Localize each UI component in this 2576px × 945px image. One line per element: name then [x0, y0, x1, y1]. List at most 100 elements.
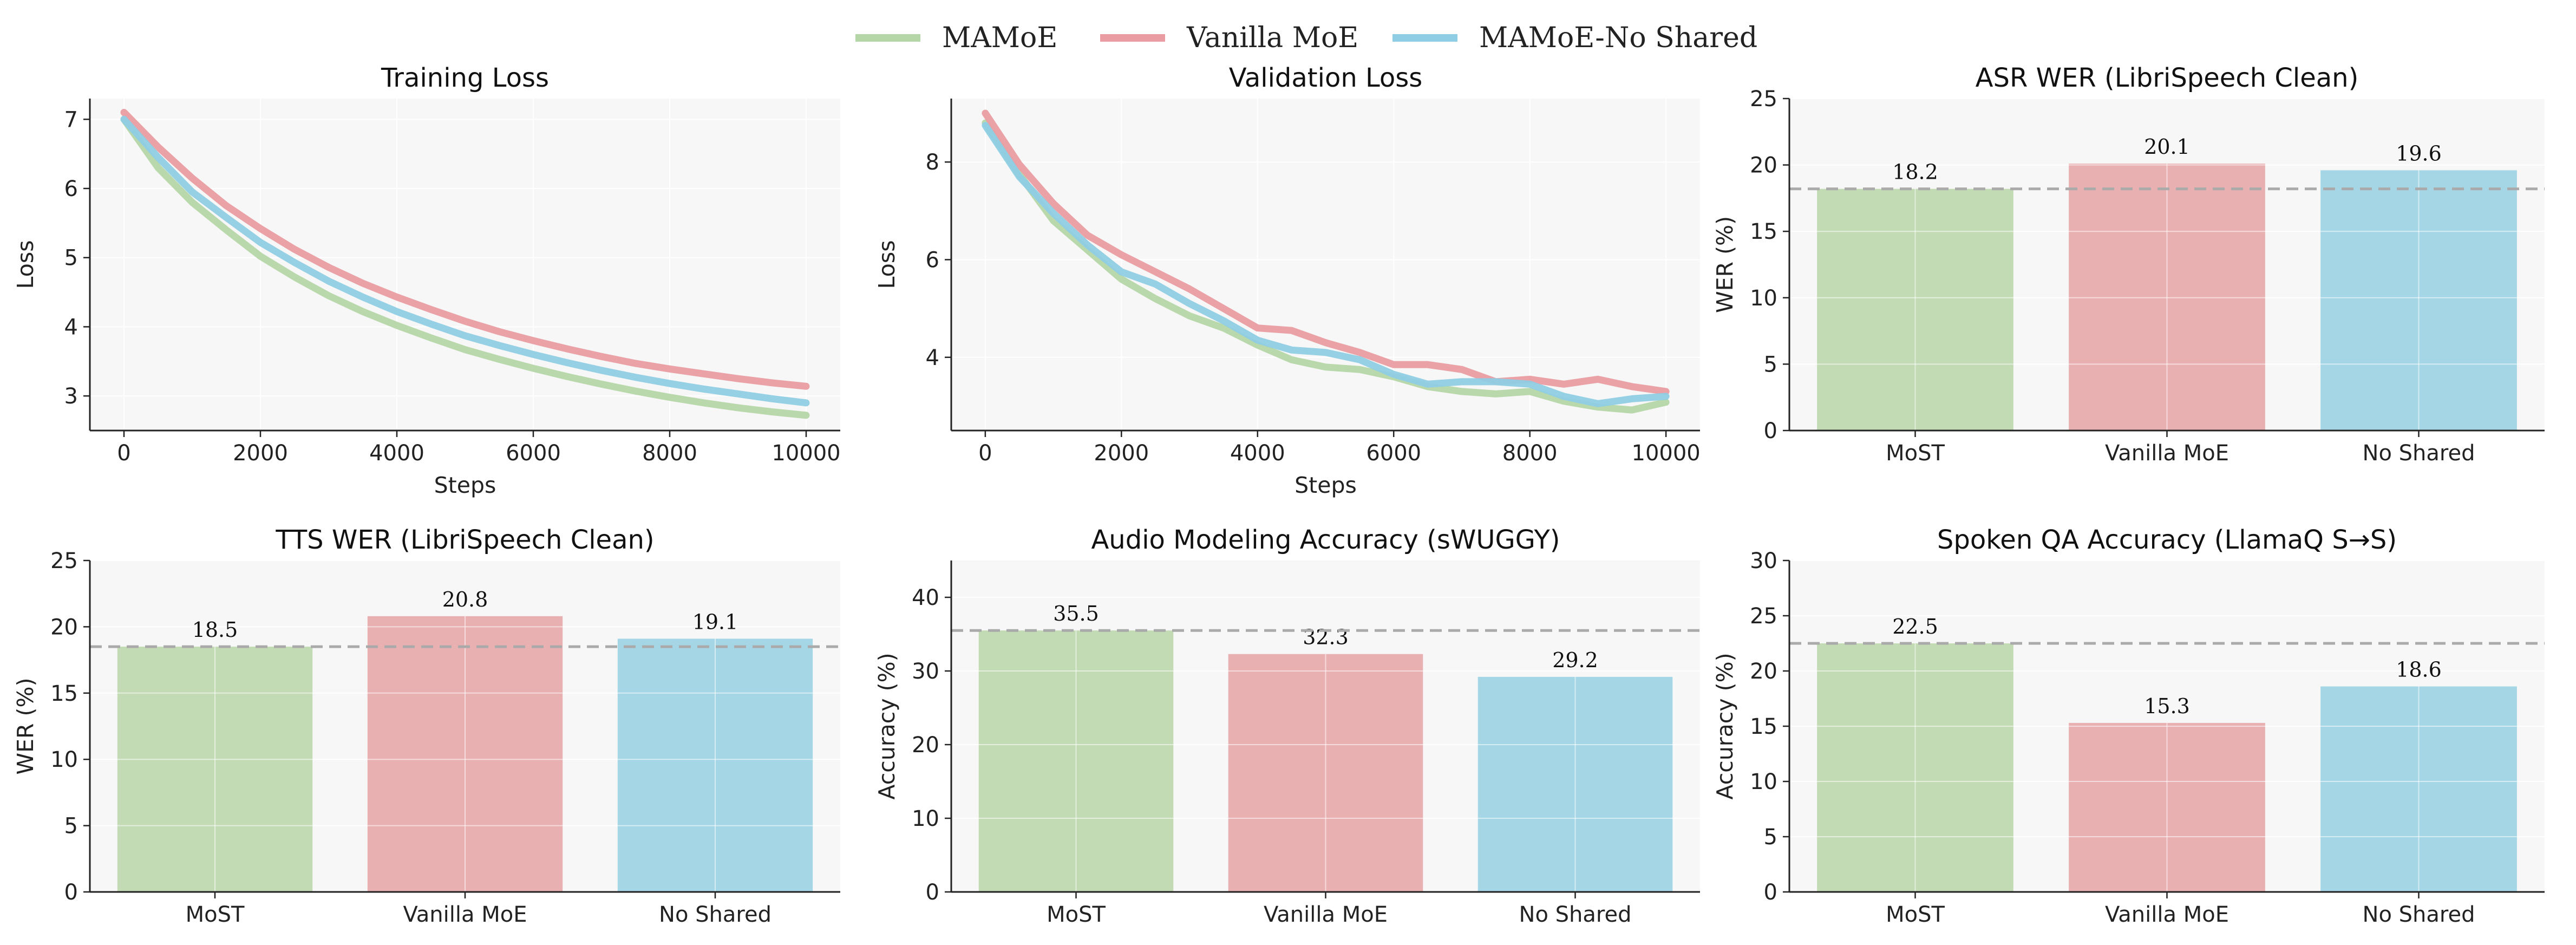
y-tick-label: 8	[926, 150, 939, 175]
y-tick-label: 4	[926, 346, 939, 370]
x-tick-label: No Shared	[1519, 902, 1632, 927]
x-axis-label: Steps	[1294, 472, 1357, 498]
series-line-mamoe	[982, 119, 1670, 414]
x-tick-label: 8000	[642, 441, 697, 466]
y-tick-label: 6	[64, 177, 78, 201]
bar-value-label: 32.3	[1303, 625, 1349, 649]
y-axis-label: Accuracy (%)	[1712, 653, 1738, 799]
bar-value-label: 19.1	[692, 610, 738, 634]
y-tick-label: 15	[1750, 219, 1777, 244]
panel-title: Audio Modeling Accuracy (sWUGGY)	[1091, 525, 1560, 555]
panel-validation-loss: Validation Loss Loss 0 2000 4000 6000 8000 1000…	[874, 63, 1701, 498]
y-tick-label: 0	[1764, 419, 1777, 444]
x-tick-label: MoST	[1886, 902, 1945, 927]
x-tick-label: No Shared	[2363, 902, 2475, 927]
y-tick-label: 4	[64, 315, 78, 340]
bar-value-label: 20.8	[442, 588, 488, 611]
x-tick-label: 2000	[233, 441, 288, 466]
panel-asr-wer: ASR WER (LibriSpeech Clean) WER (%) 18.2 Mo…	[1712, 63, 2545, 466]
legend-label-0: MAMoE	[942, 22, 1057, 54]
panel-audio-accuracy: Audio Modeling Accuracy (sWUGGY) Accuracy…	[874, 525, 1700, 927]
x-tick-label: 8000	[1502, 441, 1558, 466]
y-tick-label: 15	[1750, 714, 1777, 739]
y-axis-label: Accuracy (%)	[874, 653, 900, 799]
panel-spoken-qa: Spoken QA Accuracy (LlamaQ S→S) Accuracy …	[1712, 525, 2545, 927]
bar-value-label: 22.5	[1892, 615, 1938, 638]
y-tick-label: 30	[912, 659, 939, 684]
bar-value-label: 20.1	[2144, 135, 2190, 159]
y-tick-label: 0	[1764, 880, 1777, 905]
y-tick-label: 7	[64, 107, 78, 132]
x-axis-label: Steps	[434, 472, 496, 498]
y-tick-label: 3	[64, 384, 78, 409]
panel-title: Training Loss	[381, 63, 549, 93]
y-tick-label: 25	[1750, 87, 1777, 112]
y-axis-label: Loss	[874, 240, 900, 289]
series-line-vanilla-moe	[982, 109, 1670, 395]
x-tick-label: MoST	[1886, 441, 1945, 466]
x-tick-label: 0	[978, 441, 992, 466]
y-tick-label: 5	[1764, 352, 1777, 377]
x-tick-label: Vanilla MoE	[2105, 902, 2229, 927]
y-tick-label: 20	[912, 733, 939, 758]
y-axis-label: WER (%)	[1712, 216, 1738, 313]
x-tick-label: No Shared	[2363, 441, 2475, 466]
x-tick-label: MoST	[1047, 902, 1106, 927]
bar-value-label: 19.6	[2396, 141, 2442, 165]
y-tick-label: 10	[1750, 770, 1777, 794]
x-tick-label: 10000	[1632, 441, 1701, 466]
x-tick-label: 6000	[506, 441, 561, 466]
x-tick-label: Vanilla MoE	[2105, 441, 2229, 466]
panel-title: ASR WER (LibriSpeech Clean)	[1976, 63, 2359, 93]
y-tick-label: 10	[912, 806, 939, 831]
y-tick-label: 30	[1750, 549, 1777, 573]
bar-value-label: 18.5	[192, 618, 238, 642]
y-tick-label: 5	[64, 246, 78, 271]
series-line-mamoe	[120, 115, 810, 419]
x-tick-label: 4000	[1230, 441, 1285, 466]
x-tick-label: 0	[117, 441, 130, 466]
panel-training-loss: Training Loss Loss 0 2000 4000 6000 8000 10000 S…	[12, 63, 841, 498]
panel-title: Spoken QA Accuracy (LlamaQ S→S)	[1937, 525, 2397, 555]
plot-area	[951, 99, 1700, 431]
x-tick-label: 6000	[1366, 441, 1421, 466]
x-tick-label: Vanilla MoE	[403, 902, 527, 927]
y-tick-label: 5	[1764, 825, 1777, 850]
y-tick-label: 5	[64, 814, 78, 839]
y-tick-label: 0	[64, 880, 78, 905]
y-tick-label: 20	[1750, 659, 1777, 684]
bar-value-label: 18.2	[1892, 160, 1938, 184]
x-tick-label: No Shared	[659, 902, 772, 927]
x-tick-label: 2000	[1094, 441, 1149, 466]
y-tick-label: 15	[50, 681, 78, 706]
y-tick-label: 6	[926, 247, 939, 272]
y-axis-label: Loss	[12, 240, 38, 289]
panel-title: TTS WER (LibriSpeech Clean)	[275, 525, 654, 555]
x-tick-label: Vanilla MoE	[1264, 902, 1388, 927]
y-tick-label: 10	[1750, 286, 1777, 311]
bar-value-label: 15.3	[2144, 694, 2190, 718]
y-tick-label: 25	[50, 549, 78, 573]
y-tick-label: 25	[1750, 604, 1777, 629]
legend-label-2: MAMoE-No Shared	[1479, 22, 1757, 54]
x-tick-label: 10000	[772, 441, 840, 466]
y-tick-label: 0	[926, 880, 939, 905]
legend: MAMoE Vanilla MoE MAMoE-No Shared	[855, 22, 1757, 54]
bar-value-label: 35.5	[1053, 602, 1099, 625]
x-tick-label: MoST	[186, 902, 245, 927]
panel-title: Validation Loss	[1229, 63, 1423, 93]
series-line-mamoe-no-shared	[120, 115, 810, 407]
y-axis-label: WER (%)	[12, 678, 38, 775]
bar-value-label: 18.6	[2396, 658, 2442, 682]
y-tick-label: 20	[1750, 153, 1777, 178]
y-tick-label: 10	[50, 747, 78, 772]
legend-label-1: Vanilla MoE	[1186, 22, 1358, 54]
series-line-mamoe-no-shared	[982, 122, 1670, 407]
series-line-vanilla-moe	[120, 109, 810, 390]
bar-value-label: 29.2	[1552, 648, 1598, 672]
y-tick-label: 40	[912, 585, 939, 610]
x-tick-label: 4000	[369, 441, 424, 466]
y-tick-label: 20	[50, 615, 78, 640]
